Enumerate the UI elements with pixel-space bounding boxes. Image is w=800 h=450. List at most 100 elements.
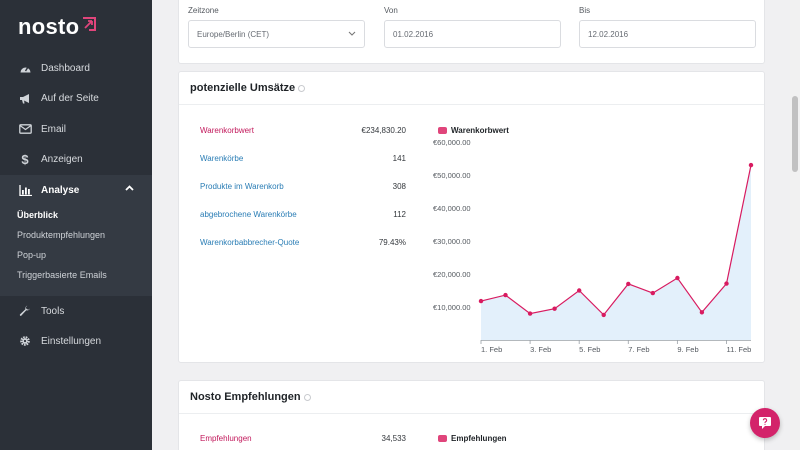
- metric-row: Warenkorbwert €234,830.20: [200, 126, 406, 140]
- sidebar: nosto Dashboard Auf der Seite Email $ An…: [0, 0, 152, 450]
- x-tick-label: 1. Feb: [481, 345, 502, 354]
- data-point: [626, 281, 631, 287]
- data-point: [527, 311, 533, 316]
- analyse-submenu: Überblick Produktempfehlungen Pop-up Tri…: [0, 204, 152, 296]
- metric-value: 79.43%: [378, 238, 406, 247]
- metric-value: €234,830.20: [361, 126, 407, 135]
- from-label: Von: [384, 6, 398, 15]
- y-tick-label: €50,000.00: [433, 171, 471, 180]
- metric-row: Warenkorbabbrecher-Quote 79.43%: [200, 238, 406, 252]
- data-point: [552, 306, 557, 311]
- to-date-input[interactable]: 12.02.2016: [579, 20, 756, 48]
- potential-revenue-card: potenzielle Umsätze Warenkorbwert €234,8…: [178, 71, 765, 363]
- data-point: [601, 312, 606, 318]
- nosto-logo[interactable]: nosto: [18, 14, 97, 40]
- metric-label[interactable]: Warenkorbwert: [200, 126, 254, 135]
- metric-label[interactable]: Warenkorbabbrecher-Quote: [200, 238, 300, 247]
- x-tick-label: 3. Feb: [530, 345, 551, 354]
- sidebar-item-tools[interactable]: Tools: [0, 296, 152, 326]
- submenu-item-pop-up[interactable]: Pop-up: [17, 250, 47, 260]
- y-tick-label: €10,000.00: [433, 303, 471, 312]
- submenu-item-triggerbasierte-emails[interactable]: Triggerbasierte Emails: [17, 270, 107, 280]
- card-title-wrap: Nosto Empfehlungen: [190, 391, 311, 403]
- y-tick-label: €60,000.00: [433, 138, 471, 147]
- chat-button[interactable]: [750, 408, 780, 438]
- sidebar-item-anzeigen[interactable]: $ Anzeigen: [0, 144, 152, 174]
- sidebar-item-label: Anzeigen: [41, 153, 83, 165]
- x-tick-label: 11. Feb: [726, 345, 751, 354]
- sidebar-item-email[interactable]: Email: [0, 114, 152, 144]
- sidebar-item-dashboard[interactable]: Dashboard: [0, 53, 152, 83]
- chevron-up-icon: [125, 185, 134, 191]
- data-point: [699, 310, 705, 315]
- submenu-item-ueberblick[interactable]: Überblick: [17, 210, 59, 220]
- from-date-value: 01.02.2016: [393, 30, 434, 39]
- timezone-select[interactable]: Europe/Berlin (CET): [188, 20, 365, 48]
- sidebar-item-auf-der-seite[interactable]: Auf der Seite: [0, 83, 152, 113]
- legend-label: Empfehlungen: [451, 434, 507, 443]
- sidebar-item-label: Dashboard: [41, 62, 90, 74]
- recommendations-title: Nosto Empfehlungen: [190, 391, 301, 403]
- y-tick-label: €20,000.00: [433, 270, 471, 279]
- timezone-label: Zeitzone: [188, 6, 219, 15]
- data-point: [478, 298, 484, 304]
- main-content: Zeitzone Europe/Berlin (CET) Von 01.02.2…: [152, 0, 790, 450]
- info-icon[interactable]: [303, 393, 311, 401]
- x-tick-label: 7. Feb: [628, 345, 649, 354]
- metric-row: Empfehlungen 34,533: [200, 434, 406, 448]
- sidebar-item-analyse[interactable]: Analyse: [0, 175, 152, 205]
- info-icon[interactable]: [298, 84, 306, 92]
- sidebar-item-einstellungen[interactable]: Einstellungen: [0, 326, 152, 356]
- y-tick-label: €40,000.00: [433, 204, 471, 213]
- page-scrollbar[interactable]: [790, 0, 800, 450]
- recommendations-card: Nosto Empfehlungen Empfehlungen 34,533 E…: [178, 380, 765, 450]
- from-date-input[interactable]: 01.02.2016: [384, 20, 561, 48]
- metric-label[interactable]: Produkte im Warenkorb: [200, 182, 284, 191]
- metric-row: abgebrochene Warenkörbe 112: [200, 210, 406, 224]
- card-divider: [179, 104, 764, 105]
- to-label: Bis: [579, 6, 591, 15]
- sidebar-item-label: Einstellungen: [41, 335, 102, 347]
- legend-swatch: [438, 127, 447, 134]
- y-tick-label: €30,000.00: [433, 237, 471, 246]
- chevron-down-icon: [348, 31, 356, 36]
- legend-label: Warenkorbwert: [451, 126, 509, 135]
- sidebar-item-label: Email: [41, 123, 67, 135]
- metric-label[interactable]: Warenkörbe: [200, 154, 244, 163]
- data-point: [650, 290, 655, 296]
- dashboard-icon: [18, 61, 32, 75]
- to-date-value: 12.02.2016: [588, 30, 629, 39]
- potential-revenue-title: potenzielle Umsätze: [190, 82, 296, 94]
- envelope-icon: [18, 122, 32, 136]
- legend-swatch: [438, 435, 447, 442]
- logo-text: nosto: [18, 14, 80, 39]
- data-point: [748, 162, 754, 168]
- logo-arrow-icon: [83, 17, 97, 31]
- metric-label[interactable]: abgebrochene Warenkörbe: [200, 210, 297, 219]
- metric-label[interactable]: Empfehlungen: [200, 434, 252, 443]
- date-filter-card: Zeitzone Europe/Berlin (CET) Von 01.02.2…: [178, 0, 765, 64]
- gear-icon: [18, 334, 32, 348]
- x-tick-label: 5. Feb: [579, 345, 600, 354]
- sidebar-item-label: Auf der Seite: [41, 92, 99, 104]
- sidebar-item-label: Tools: [41, 305, 65, 317]
- metric-value: 112: [393, 210, 406, 219]
- metric-value: 34,533: [381, 434, 406, 443]
- chat-icon: [759, 417, 771, 429]
- submenu-item-produktempfehlungen[interactable]: Produktempfehlungen: [17, 230, 106, 240]
- scrollbar-thumb[interactable]: [792, 96, 798, 172]
- data-point: [577, 288, 582, 293]
- metric-value: 141: [392, 154, 406, 163]
- data-point: [724, 281, 729, 286]
- metric-value: 308: [392, 182, 406, 191]
- timezone-value: Europe/Berlin (CET): [197, 30, 270, 39]
- chart-legend[interactable]: Warenkorbwert: [438, 126, 509, 135]
- series-area: [481, 165, 751, 340]
- card-title-wrap: potenzielle Umsätze: [190, 82, 306, 94]
- metric-row: Warenkörbe 141: [200, 154, 406, 168]
- chart-legend[interactable]: Empfehlungen: [438, 434, 507, 443]
- megaphone-icon: [18, 91, 32, 105]
- card-divider: [179, 413, 764, 414]
- x-tick-label: 9. Feb: [677, 345, 698, 354]
- series-line: [480, 164, 752, 316]
